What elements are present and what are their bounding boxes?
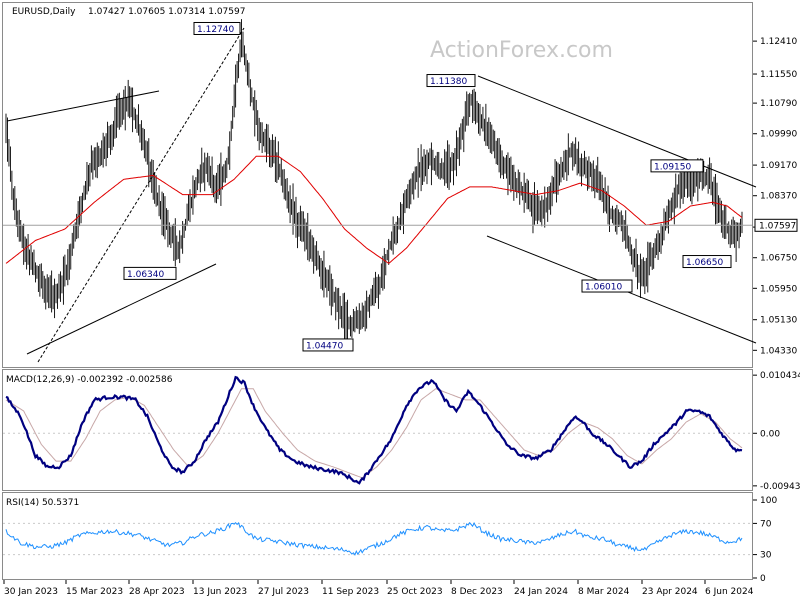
rsi-title: RSI(14) 50.5371 bbox=[6, 498, 79, 508]
x-tick-label: 6 Jun 2024 bbox=[705, 587, 754, 597]
x-tick-label: 8 Mar 2024 bbox=[578, 587, 630, 597]
x-tick-label: 23 Apr 2024 bbox=[642, 587, 698, 597]
price-panel-frame bbox=[2, 2, 753, 368]
annotation-box bbox=[581, 279, 633, 293]
x-tick-label: 28 Apr 2023 bbox=[129, 587, 185, 597]
annotation-label: 1.11380 bbox=[426, 74, 476, 88]
annotation-text: 1.12740 bbox=[197, 25, 234, 35]
x-tick-label: 27 Jul 2023 bbox=[258, 587, 309, 597]
annotation-label: 1.06010 bbox=[581, 279, 633, 293]
price-tick-label: 1.08370 bbox=[760, 192, 797, 202]
rsi-tick-label: 0 bbox=[760, 574, 766, 584]
channel-upper bbox=[477, 75, 757, 188]
price-tick-label: 1.09170 bbox=[760, 161, 797, 171]
annotation-box bbox=[426, 74, 476, 88]
rsi-tick-label: 100 bbox=[760, 496, 777, 506]
price-tick-label: 1.06750 bbox=[760, 254, 797, 264]
trendline-dashed bbox=[37, 27, 245, 363]
macd-main-line bbox=[5, 375, 743, 485]
annotation-box bbox=[123, 266, 177, 280]
x-tick-label: 25 Oct 2023 bbox=[387, 587, 443, 597]
rsi-tick-label: 70 bbox=[760, 519, 772, 529]
annotation-label: 1.09150 bbox=[650, 159, 704, 173]
x-tick-label: 15 Mar 2023 bbox=[66, 587, 123, 597]
annotation-text: 1.04470 bbox=[306, 341, 343, 351]
macd-tick-label: 0.00 bbox=[760, 429, 780, 439]
macd-panel-frame bbox=[2, 369, 753, 491]
ohlc-header: 1.07427 1.07605 1.07314 1.07597 bbox=[88, 7, 245, 17]
annotation-box bbox=[682, 255, 732, 269]
x-axis: 30 Jan 2023 15 Mar 2023 28 Apr 2023 13 Jun … bbox=[3, 580, 754, 597]
price-tick-label: 1.12410 bbox=[760, 37, 797, 47]
price-annotations: 1.12740 1.11380 1.09150 1.06340 1.04470 1.060… bbox=[123, 21, 732, 352]
symbol-header: EURUSD,Daily bbox=[12, 7, 76, 17]
rsi-tick-label: 30 bbox=[760, 551, 772, 561]
rsi-line bbox=[5, 521, 743, 556]
annotation-label: 1.12740 bbox=[193, 21, 241, 35]
annotation-label: 1.06340 bbox=[123, 266, 177, 280]
macd-tick-label: 0.010434 bbox=[760, 371, 800, 381]
x-tick-label: 30 Jan 2023 bbox=[4, 587, 58, 597]
current-price-label: 1.07597 bbox=[754, 218, 798, 232]
annotation-label: 1.06650 bbox=[682, 255, 732, 269]
price-tick-label: 1.05130 bbox=[760, 316, 797, 326]
annotation-text: 1.06650 bbox=[686, 258, 723, 268]
macd-tick-label: -0.009436 bbox=[760, 482, 800, 492]
current-price-text: 1.07597 bbox=[759, 221, 796, 231]
macd-panel: 0.010434 0.00 -0.009436 bbox=[3, 371, 800, 492]
rsi-panel-frame bbox=[2, 492, 753, 580]
price-tick-label: 1.09990 bbox=[760, 130, 797, 140]
annotation-label: 1.04470 bbox=[302, 338, 354, 352]
x-tick-label: 11 Sep 2023 bbox=[322, 587, 379, 597]
annotation-text: 1.06340 bbox=[127, 270, 164, 280]
annotation-text: 1.11380 bbox=[430, 77, 467, 87]
price-tick-label: 1.10790 bbox=[760, 99, 797, 109]
annotation-text: 1.09150 bbox=[654, 162, 691, 172]
price-tick-label: 1.11550 bbox=[760, 70, 797, 80]
x-tick-label: 13 Jun 2023 bbox=[193, 587, 247, 597]
price-bars bbox=[5, 19, 743, 343]
annotation-box bbox=[193, 21, 241, 35]
trendlines bbox=[6, 27, 757, 363]
moving-average-line bbox=[5, 155, 743, 265]
annotation-box bbox=[650, 159, 704, 173]
watermark-text: ActionForex.com bbox=[430, 38, 613, 63]
price-tick-label: 1.04330 bbox=[760, 346, 797, 356]
trendline-upper-2023 bbox=[6, 90, 160, 122]
macd-title: MACD(12,26,9) -0.002392 -0.002586 bbox=[6, 375, 173, 385]
x-tick-label: 24 Jan 2024 bbox=[514, 587, 568, 597]
rsi-panel: 100 70 30 0 bbox=[3, 496, 777, 584]
price-tick-label: 1.05950 bbox=[760, 284, 797, 294]
trendline-lower-2023 bbox=[26, 263, 217, 355]
annotation-box bbox=[302, 338, 354, 352]
annotation-text: 1.06010 bbox=[585, 283, 622, 293]
x-tick-label: 8 Dec 2023 bbox=[451, 587, 503, 597]
price-axis: 1.12410 1.11550 1.10790 1.09990 1.09170 1.083… bbox=[753, 37, 797, 356]
